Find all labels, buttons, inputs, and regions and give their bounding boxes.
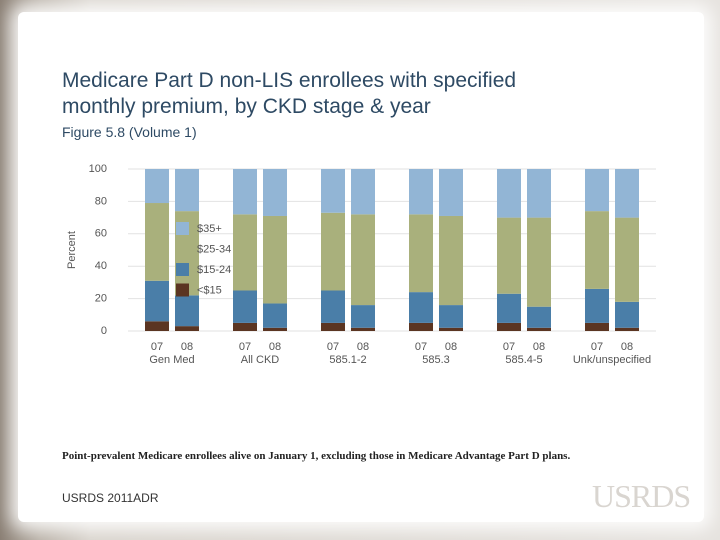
bar-segment: [497, 322, 521, 331]
x-group-label: 585.4-5: [505, 354, 542, 366]
bar-segment: [497, 169, 521, 218]
bar-segment: [321, 212, 345, 291]
y-tick-label: 60: [95, 228, 107, 240]
y-tick-label: 100: [89, 163, 107, 175]
x-group-label: 585.1-2: [329, 354, 366, 366]
bar-segment: [409, 322, 433, 331]
bar-segment: [321, 290, 345, 323]
x-tick-label: 08: [181, 341, 193, 353]
legend-label: <$15: [197, 284, 222, 296]
bar-segment: [263, 215, 287, 304]
bar-segment: [351, 169, 375, 215]
bar-segment: [175, 169, 199, 212]
legend-swatch: [176, 222, 189, 235]
bar-segment: [233, 214, 257, 291]
x-tick-label: 07: [503, 341, 515, 353]
x-tick-label: 07: [239, 341, 251, 353]
bar-segment: [585, 169, 609, 212]
bar-segment: [233, 290, 257, 323]
x-tick-label: 08: [621, 341, 633, 353]
bar-segment: [527, 327, 551, 331]
legend-swatch: [176, 283, 189, 297]
bar-segment: [497, 293, 521, 323]
slide-title: Medicare Part D non-LIS enrollees with s…: [62, 69, 517, 118]
bar-segment: [263, 169, 287, 216]
x-tick-label: 07: [327, 341, 339, 353]
bar-segment: [439, 327, 463, 331]
x-tick-label: 07: [151, 341, 163, 353]
bar-segment: [145, 203, 169, 281]
bar-segment: [263, 303, 287, 328]
x-tick-label: 08: [269, 341, 281, 353]
bar-segment: [439, 215, 463, 306]
bar-segment: [175, 326, 199, 331]
bar-segment: [321, 169, 345, 213]
bar-segment: [409, 292, 433, 323]
bar-segment: [439, 169, 463, 216]
y-tick-label: 0: [101, 325, 107, 337]
bar-segment: [585, 211, 609, 289]
bar-segment: [145, 321, 169, 331]
x-tick-label: 08: [357, 341, 369, 353]
bar-segment: [175, 295, 199, 327]
bar-segment: [351, 305, 375, 328]
footnote: Point-prevalent Medicare enrollees alive…: [62, 450, 571, 462]
bar-segment: [615, 169, 639, 218]
y-tick-label: 40: [95, 260, 107, 272]
bar-segment: [351, 214, 375, 306]
source: USRDS 2011ADR: [62, 491, 159, 505]
bar-segment: [615, 301, 639, 328]
legend-label: $15-24: [197, 264, 231, 276]
y-tick-label: 80: [95, 195, 107, 207]
bar-segment: [527, 306, 551, 328]
logo: USRDS: [592, 478, 691, 514]
legend-swatch: [176, 242, 189, 256]
x-tick-label: 07: [591, 341, 603, 353]
bar-segment: [321, 322, 345, 331]
x-tick-label: 07: [415, 341, 427, 353]
legend-label: $25-34: [197, 243, 231, 255]
bar-segment: [145, 169, 169, 204]
bar-segment: [615, 327, 639, 331]
y-axis-label: Percent: [66, 231, 78, 269]
bar-segment: [585, 288, 609, 323]
bar-segment: [409, 169, 433, 215]
x-tick-label: 08: [445, 341, 457, 353]
bar-segment: [263, 327, 287, 331]
bar-segment: [527, 169, 551, 218]
bar-segment: [615, 217, 639, 302]
bar-segment: [145, 280, 169, 322]
bar-segment: [351, 327, 375, 331]
x-group-label: Gen Med: [149, 354, 194, 366]
legend-swatch: [176, 263, 189, 276]
slide-subtitle: Figure 5.8 (Volume 1): [62, 124, 197, 140]
legend-label: $35+: [197, 223, 222, 235]
y-tick-label: 20: [95, 293, 107, 305]
bar-segment: [527, 217, 551, 307]
bar-segment: [233, 169, 257, 215]
x-tick-label: 08: [533, 341, 545, 353]
bar-segment: [585, 322, 609, 331]
bar-segment: [409, 214, 433, 293]
bar-segment: [233, 322, 257, 331]
x-group-label: 585.3: [422, 354, 450, 366]
x-group-label: Unk/unspecified: [573, 354, 651, 366]
x-group-label: All CKD: [241, 354, 280, 366]
bar-segment: [439, 305, 463, 328]
bar-segment: [497, 217, 521, 294]
